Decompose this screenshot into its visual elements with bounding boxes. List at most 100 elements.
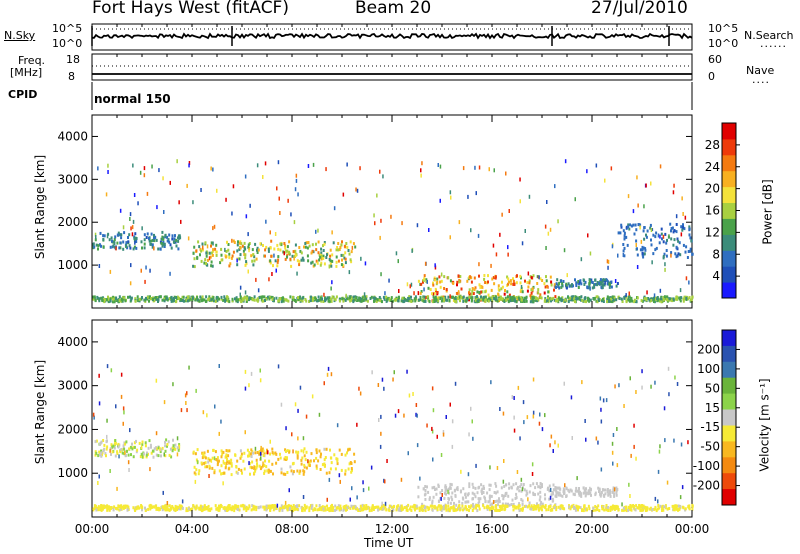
echo-cell [515, 496, 518, 500]
echo-cell [168, 508, 171, 512]
echo-cell [457, 274, 460, 278]
echo-cell [340, 243, 343, 247]
scatter-echo [380, 218, 382, 223]
scatter-echo [166, 501, 169, 505]
echo-cell [617, 231, 620, 235]
echo-cell [123, 504, 125, 508]
echo-cell [449, 486, 452, 490]
echo-cell [123, 231, 126, 235]
echo-cell [608, 282, 611, 286]
echo-cell [145, 296, 147, 300]
echo-cell [323, 262, 326, 266]
echo-cell [102, 439, 105, 442]
echo-cell [419, 291, 422, 295]
echo-cell [292, 461, 295, 465]
echo-cell [482, 484, 485, 488]
echo-cell [650, 299, 653, 302]
echo-cell [276, 264, 279, 268]
colorbar-tick-label: 15 [705, 401, 720, 415]
echo-cell [264, 254, 266, 258]
scatter-echo [206, 244, 209, 249]
echo-cell [342, 297, 345, 301]
echo-cell [423, 274, 426, 278]
scatter-echo [513, 396, 515, 400]
echo-cell [507, 300, 510, 304]
echo-cell [269, 452, 272, 456]
scatter-echo [265, 219, 267, 224]
scatter-echo [98, 264, 101, 268]
echo-cell [285, 505, 288, 509]
echo-cell [516, 274, 518, 278]
echo-cell [100, 451, 103, 455]
echo-cell [370, 508, 373, 512]
scatter-echo [386, 459, 388, 463]
echo-cell [150, 445, 152, 449]
echo-cell [323, 464, 326, 468]
echo-cell [220, 247, 223, 251]
echo-cell [301, 509, 304, 513]
echo-cell [130, 453, 132, 457]
scatter-echo [524, 229, 526, 233]
scatter-echo [527, 271, 530, 276]
echo-cell [504, 296, 507, 300]
echo-cell [312, 508, 315, 512]
echo-cell [305, 450, 308, 454]
echo-cell [428, 300, 431, 303]
echo-cell [206, 449, 209, 453]
echo-cell [230, 473, 233, 477]
echo-cell [117, 442, 120, 446]
echo-cell [300, 449, 303, 453]
echo-cell [255, 505, 258, 509]
echo-cell [674, 252, 677, 256]
scatter-echo [202, 245, 204, 250]
scatter-echo [680, 232, 683, 237]
echo-cell [120, 233, 123, 237]
echo-cell [223, 295, 226, 299]
echo-cell [420, 505, 423, 508]
echo-cell [247, 245, 250, 249]
echo-cell [147, 507, 150, 511]
echo-cell [204, 241, 207, 245]
scatter-echo [118, 454, 120, 459]
echo-cell [480, 483, 483, 487]
echo-cell [338, 248, 341, 251]
echo-cell [288, 240, 291, 244]
echo-cell [298, 504, 301, 508]
echo-cell [517, 296, 520, 300]
scatter-echo [188, 161, 191, 165]
echo-cell [370, 295, 373, 299]
scatter-echo [684, 215, 687, 220]
scatter-echo [659, 288, 662, 293]
scatter-echo [276, 503, 279, 508]
scatter-echo [390, 214, 392, 219]
echo-cell [161, 446, 164, 450]
echo-cell [170, 246, 173, 250]
echo-cell [214, 450, 217, 454]
scatter-echo [288, 488, 290, 493]
scatter-echo [260, 445, 262, 450]
echo-cell [123, 447, 126, 451]
echo-cell [114, 442, 116, 446]
scatter-echo [116, 486, 118, 491]
echo-cell [414, 506, 417, 510]
echo-cell [449, 279, 452, 283]
echo-cell [324, 456, 327, 459]
echo-cell [478, 283, 481, 287]
echo-cell [691, 296, 694, 300]
echo-cell [226, 449, 229, 453]
x-tick-label: 16:00 [475, 522, 510, 536]
echo-cell [163, 297, 166, 301]
echo-cell [544, 493, 546, 497]
echo-cell [248, 505, 251, 509]
echo-cell [236, 249, 239, 253]
echo-cell [215, 253, 218, 257]
scatter-echo [445, 415, 447, 419]
scatter-echo [141, 454, 144, 459]
scatter-echo [595, 436, 598, 441]
echo-cell [280, 467, 283, 471]
echo-cell [589, 487, 592, 491]
echo-cell [561, 494, 564, 498]
echo-cell [138, 297, 141, 301]
echo-cell [305, 299, 308, 303]
echo-cell [258, 450, 261, 453]
